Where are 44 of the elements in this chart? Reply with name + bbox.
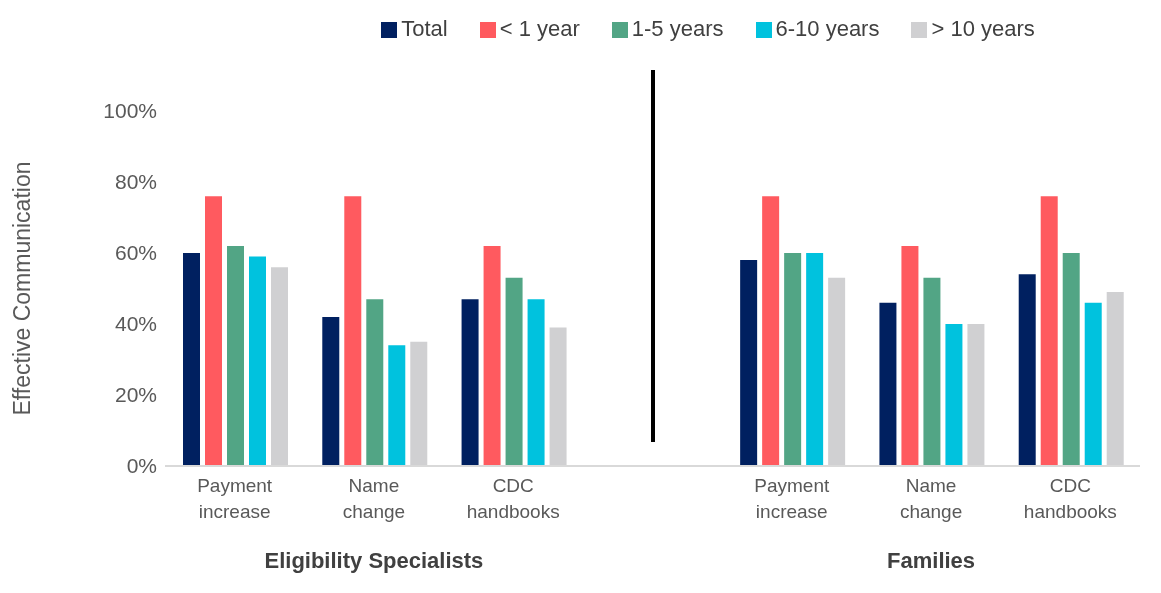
legend-label: 6-10 years — [775, 16, 880, 41]
legend-label: > 10 years — [931, 16, 1035, 41]
bar — [740, 260, 758, 466]
legend-label: 1-5 years — [631, 16, 724, 41]
bar — [784, 253, 802, 466]
bar — [227, 245, 244, 466]
legend-label: Total — [401, 16, 448, 41]
bar — [1062, 253, 1080, 466]
bar — [505, 277, 523, 466]
y-tick-label: 0% — [126, 454, 157, 478]
bar — [1040, 196, 1058, 466]
text: Families — [886, 548, 977, 574]
bar — [806, 253, 824, 466]
x-tick-label: Payment increase — [197, 475, 273, 522]
y-tick-label: 60% — [114, 241, 157, 265]
y-tick-label: 20% — [114, 383, 157, 407]
x-tick-label: Name change — [342, 475, 406, 522]
bar — [483, 245, 501, 466]
legend-label: < 1 year — [499, 16, 580, 41]
bar — [879, 302, 897, 466]
x-tick-label: Name change — [899, 475, 963, 522]
x-tick-label: CDC handbooks — [1023, 475, 1117, 522]
y-axis-title: Effective Communication — [9, 161, 36, 416]
bar — [945, 324, 963, 466]
text: Eligibility Specialists — [263, 548, 485, 574]
bar — [527, 299, 545, 466]
bar — [762, 196, 780, 466]
bar — [461, 299, 479, 466]
bar — [205, 196, 222, 466]
x-tick-label: Payment increase — [754, 475, 830, 522]
bar — [923, 277, 941, 466]
bar — [901, 245, 919, 466]
bar — [1084, 302, 1102, 466]
y-tick-label: 80% — [114, 170, 157, 194]
y-tick-label: 40% — [114, 312, 157, 336]
bar — [183, 253, 200, 466]
bar — [1018, 274, 1036, 466]
bar — [366, 299, 384, 466]
y-tick-label: 100% — [103, 99, 157, 123]
x-tick-label: CDC handbooks — [466, 475, 560, 522]
bar — [249, 256, 266, 466]
bar — [322, 316, 340, 466]
bar — [344, 196, 362, 466]
bar — [388, 345, 406, 466]
